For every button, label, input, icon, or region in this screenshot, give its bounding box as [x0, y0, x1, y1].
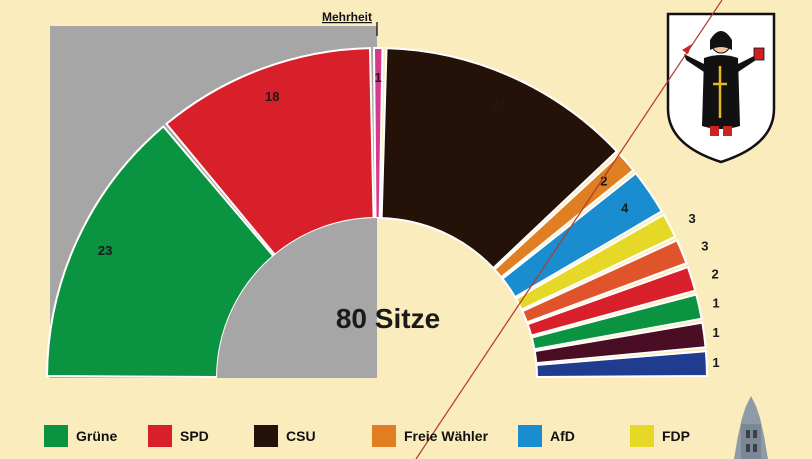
seat-label: 18 — [265, 89, 279, 104]
seat-label: 1 — [712, 355, 719, 370]
seat-label: 21 — [492, 96, 506, 111]
seat-label: 23 — [98, 243, 112, 258]
legend-label: Grüne — [76, 428, 118, 444]
legend-swatch — [254, 425, 278, 447]
seat-label: 3 — [689, 211, 696, 226]
seat-segment-party-8 — [521, 239, 688, 324]
legend-swatch — [372, 425, 396, 447]
seat-segment-afd — [501, 171, 664, 299]
legend-label: SPD — [180, 428, 209, 444]
legend-item-gruene: Grüne — [44, 424, 117, 448]
seat-segment-party-12 — [535, 350, 709, 379]
seat-segment-csu — [380, 47, 619, 270]
majority-marker: Mehrheit — [322, 10, 378, 36]
legend-swatch — [44, 425, 68, 447]
seat-label: 4 — [621, 201, 629, 216]
legend-item-spd: SPD — [148, 424, 209, 448]
church-tower-icon — [734, 396, 768, 459]
center-label: 80 Sitze — [336, 303, 440, 334]
legend-label: CSU — [286, 428, 316, 444]
seat-segment-party-9 — [526, 265, 697, 337]
legend-item-freie-waehler: Freie Wähler — [372, 424, 488, 448]
legend-label: Freie Wähler — [404, 428, 489, 444]
seat-label: 1 — [712, 296, 719, 311]
diagonal-overlay-line — [415, 0, 723, 459]
legend: Grüne SPD CSU Freie Wähler AfD FDP — [44, 424, 784, 448]
legend-label: FDP — [662, 428, 690, 444]
legend-label: AfD — [550, 428, 575, 444]
seat-segment-party-10 — [530, 293, 703, 351]
seat-segment-party-11 — [533, 321, 707, 365]
legend-swatch — [518, 425, 542, 447]
legend-item-csu: CSU — [254, 424, 316, 448]
legend-item-afd: AfD — [518, 424, 575, 448]
seat-label: 3 — [701, 238, 708, 253]
munich-coat-of-arms-icon — [666, 12, 776, 164]
legend-swatch — [630, 425, 654, 447]
seat-label: 1 — [712, 325, 719, 340]
seat-label: 1 — [375, 70, 382, 85]
majority-label: Mehrheit — [322, 10, 372, 24]
legend-swatch — [148, 425, 172, 447]
inner-hole-left — [217, 218, 377, 378]
seat-segment-fdp — [514, 213, 677, 311]
seat-label: 2 — [600, 174, 607, 189]
seat-label: 2 — [711, 267, 718, 282]
legend-item-fdp: FDP — [630, 424, 690, 448]
